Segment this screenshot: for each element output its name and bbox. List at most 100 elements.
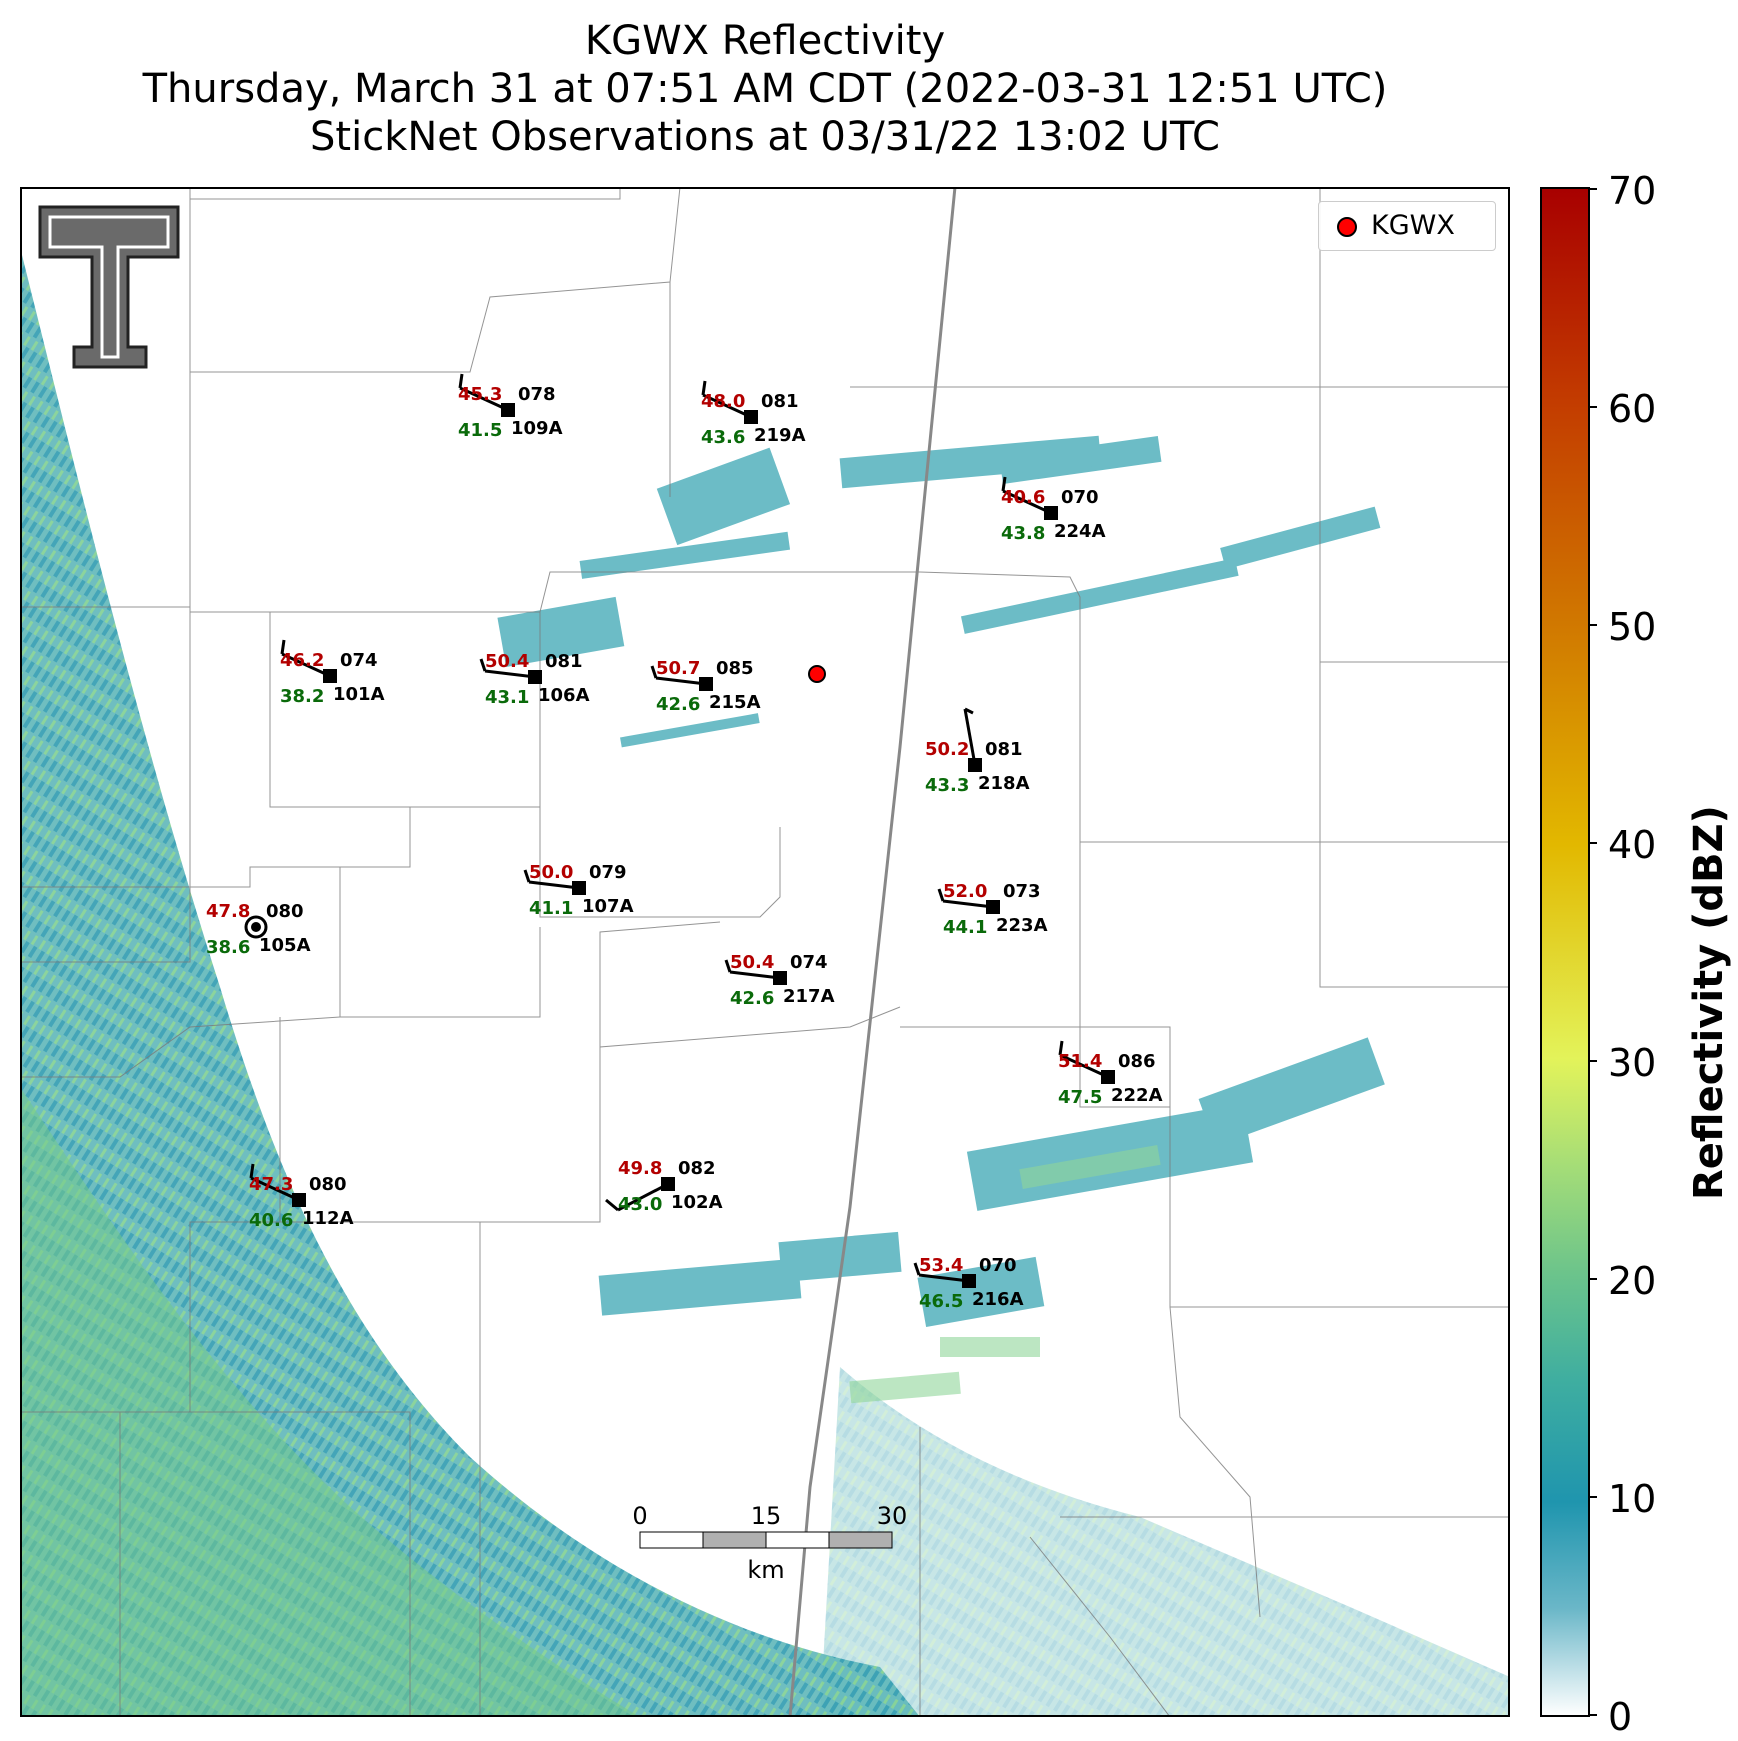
station-dewpoint: 43.0 [618, 1194, 662, 1215]
station-109A: 45.3 41.5 078 109A [458, 373, 563, 441]
station-marker [986, 900, 1000, 914]
station-wind-direction: 082 [678, 1158, 716, 1179]
wind-barb [617, 1182, 669, 1212]
station-215A: 50.7 42.6 085 215A [650, 658, 761, 715]
station-wind-direction: 070 [1061, 487, 1099, 508]
station-temperature: 47.8 [206, 901, 250, 922]
station-temperature: 48.0 [701, 391, 745, 412]
colorbar-tick-20: 20 [1608, 1259, 1657, 1303]
station-id: 215A [709, 692, 761, 713]
station-marker [292, 1193, 306, 1207]
wind-barb [484, 669, 536, 679]
station-216A: 53.4 46.5 070 216A [913, 1255, 1024, 1312]
station-temperature: 52.0 [943, 881, 987, 902]
station-112A: 47.3 40.6 080 112A [249, 1163, 354, 1231]
wind-barb-flag [249, 1163, 255, 1179]
wind-barb-flag [280, 639, 286, 655]
sticknet-stations: 45.3 41.5 078 109A 48.0 43.6 081 219A 40.6 43.8 07… [206, 373, 1163, 1312]
station-id: 105A [259, 935, 311, 956]
station-224A: 40.6 43.8 070 224A [1001, 476, 1106, 544]
wind-barb [963, 708, 977, 766]
station-dewpoint: 41.1 [529, 898, 573, 919]
colorbar-label: Reflectivity (dBZ) [1686, 805, 1732, 1200]
station-marker [251, 922, 261, 932]
wind-barb-flag [605, 1198, 619, 1212]
station-id: 224A [1054, 521, 1106, 542]
station-dewpoint: 43.1 [485, 687, 529, 708]
scale-tick-0: 0 [632, 1502, 647, 1530]
station-temperature: 50.7 [656, 658, 700, 679]
map-frame [20, 187, 1510, 1717]
station-106A: 50.4 43.1 081 106A [479, 651, 590, 708]
station-219A: 48.0 43.6 081 219A [701, 380, 806, 448]
station-wind-direction: 081 [545, 651, 583, 672]
station-wind-direction: 074 [340, 650, 378, 671]
station-dewpoint: 40.6 [249, 1210, 293, 1231]
station-id: 219A [754, 425, 806, 446]
station-223A: 52.0 44.1 073 223A [937, 881, 1048, 938]
radar-site-marker [808, 665, 826, 683]
state-boundary-line [788, 187, 957, 1717]
station-dewpoint: 38.2 [280, 686, 324, 707]
wind-barb [918, 1273, 970, 1283]
scale-tick-15: 15 [751, 1502, 782, 1530]
station-dewpoint: 43.6 [701, 427, 745, 448]
chart-subtitle-time: Thursday, March 31 at 07:51 AM CDT (2022… [142, 66, 1388, 112]
station-temperature: 53.4 [919, 1255, 963, 1276]
colorbar [1540, 187, 1597, 1717]
station-105A: 47.8 38.6 080 105A [206, 901, 311, 958]
precip-field-west [20, 247, 920, 1717]
station-id: 106A [538, 685, 590, 706]
county-boundaries [20, 187, 1510, 1717]
station-dewpoint: 43.3 [925, 775, 969, 796]
chart-title: KGWX Reflectivity [584, 18, 946, 64]
station-id: 223A [996, 915, 1048, 936]
station-dewpoint: 43.8 [1001, 523, 1045, 544]
station-dewpoint: 38.6 [206, 937, 250, 958]
station-102A: 49.8 43.0 082 102A [605, 1158, 723, 1215]
legend-label: KGWX [1371, 210, 1455, 241]
wind-barb-flag [650, 665, 658, 679]
station-wind-direction: 081 [761, 391, 799, 412]
wind-barb [729, 970, 781, 980]
wind-barb-flag [523, 869, 531, 883]
station-temperature: 47.3 [249, 1174, 293, 1195]
calm-wind-circle [244, 915, 268, 939]
station-wind-direction: 073 [1003, 881, 1041, 902]
station-217A: 50.4 42.6 074 217A [724, 952, 835, 1009]
wind-barb [702, 393, 752, 419]
station-id: 107A [582, 896, 634, 917]
colorbar-tick-30: 30 [1608, 1041, 1657, 1085]
station-id: 102A [671, 1192, 723, 1213]
scale-bar: 0 15 30 km [632, 1502, 907, 1584]
station-marker [699, 677, 713, 691]
wind-barb [250, 1176, 300, 1202]
colorbar-tick-70: 70 [1608, 169, 1657, 213]
station-temperature: 50.2 [925, 739, 969, 760]
colorbar-tick-40: 40 [1608, 823, 1657, 867]
colorbar-tick-0: 0 [1608, 1695, 1633, 1739]
colorbar-tick-10: 10 [1608, 1477, 1657, 1521]
scale-unit: km [747, 1556, 784, 1584]
wind-barb-flag [937, 888, 945, 902]
station-wind-direction: 086 [1118, 1051, 1156, 1072]
wind-barb [459, 386, 509, 412]
station-dewpoint: 47.5 [1058, 1087, 1102, 1108]
station-dewpoint: 42.6 [656, 694, 700, 715]
station-marker [744, 410, 758, 424]
station-dewpoint: 44.1 [943, 917, 987, 938]
station-id: 222A [1111, 1085, 1163, 1106]
wind-barb-flag [1058, 1040, 1064, 1056]
wind-barb-flag [724, 959, 732, 973]
precip-field-southwest-core [20, 1087, 640, 1717]
station-marker [572, 881, 586, 895]
station-temperature: 46.2 [280, 650, 324, 671]
station-temperature: 45.3 [458, 384, 502, 405]
station-marker [968, 758, 982, 772]
station-temperature: 50.4 [730, 952, 774, 973]
station-id: 217A [783, 986, 835, 1007]
station-wind-direction: 085 [716, 658, 754, 679]
station-wind-direction: 078 [518, 384, 556, 405]
wind-barb [655, 676, 707, 686]
station-marker [528, 670, 542, 684]
